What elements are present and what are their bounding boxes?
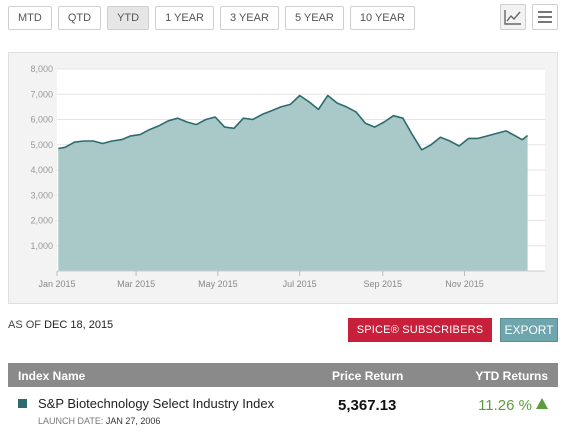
range-ytd-button[interactable]: YTD	[107, 6, 150, 30]
time-range-selector: MTD QTD YTD 1 YEAR 3 YEAR 5 YEAR 10 YEAR	[8, 6, 415, 30]
range-1-year-button[interactable]: 1 YEAR	[155, 6, 214, 30]
performance-chart: 1,000 2,000 3,000 4,000 5,000 6,000 7,000 8,000…	[30, 64, 545, 289]
as-of-label: AS OF	[8, 319, 42, 331]
view-toggles	[500, 4, 558, 30]
range-5-year-button[interactable]: 5 YEAR	[284, 6, 344, 30]
y-tick-label: 2,000	[30, 216, 53, 226]
as-of-date: AS OF DEC 18, 2015	[8, 319, 113, 331]
ytd-return-cell: 11.26 %	[478, 397, 548, 414]
x-tick-label: Jan 2015	[38, 279, 75, 289]
chart-view-button[interactable]	[500, 4, 526, 30]
range-qtd-button[interactable]: QTD	[57, 6, 102, 30]
x-tick-label: Sep 2015	[364, 279, 403, 289]
index-name: S&P Biotechnology Select Industry Index	[38, 396, 275, 411]
launch-date-value: JAN 27, 2006	[105, 416, 161, 426]
ytd-return-value: 11.26 %	[478, 397, 532, 414]
y-tick-label: 4,000	[30, 165, 53, 175]
y-tick-label: 3,000	[30, 190, 53, 200]
series-area	[58, 95, 528, 271]
series-color-swatch	[18, 399, 27, 408]
launch-date: LAUNCH DATE: JAN 27, 2006	[38, 416, 160, 426]
range-mtd-button[interactable]: MTD	[8, 6, 52, 30]
table-row: S&P Biotechnology Select Industry Index …	[8, 392, 558, 432]
y-tick-label: 1,000	[30, 241, 53, 251]
price-return-value: 5,367.13	[338, 397, 397, 414]
header-price-return: Price Return	[332, 369, 404, 383]
menu-icon	[538, 11, 552, 23]
line-chart-icon	[504, 10, 521, 25]
menu-button[interactable]	[532, 4, 558, 30]
spice-subscribers-button[interactable]: SPICE® SUBSCRIBERS	[348, 318, 492, 342]
range-3-year-button[interactable]: 3 YEAR	[220, 6, 279, 30]
y-tick-label: 5,000	[30, 140, 53, 150]
y-tick-label: 7,000	[30, 89, 53, 99]
x-tick-label: Jul 2015	[283, 279, 317, 289]
x-tick-label: Nov 2015	[445, 279, 484, 289]
x-tick-label: May 2015	[198, 279, 238, 289]
header-index-name: Index Name	[18, 369, 86, 383]
series-line	[58, 94, 529, 151]
chart-container: 1,000 2,000 3,000 4,000 5,000 6,000 7,000 8,000…	[8, 52, 558, 304]
range-10-year-button[interactable]: 10 YEAR	[349, 6, 415, 30]
up-arrow-icon	[536, 398, 548, 409]
x-tick-label: Mar 2015	[117, 279, 155, 289]
as-of-value: DEC 18, 2015	[44, 319, 114, 331]
export-button[interactable]: EXPORT	[500, 318, 558, 342]
table-header: Index Name Price Return YTD Returns	[8, 363, 558, 387]
launch-date-label: LAUNCH DATE:	[38, 416, 104, 426]
y-tick-label: 6,000	[30, 115, 53, 125]
header-ytd-returns: YTD Returns	[475, 369, 548, 383]
y-tick-label: 8,000	[30, 64, 53, 74]
